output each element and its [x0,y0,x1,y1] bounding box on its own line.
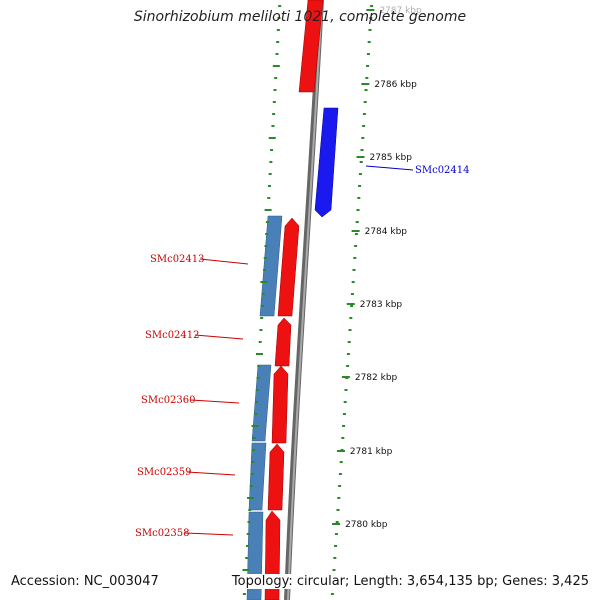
scale-label: 2787 kbp [379,6,422,16]
cds-smc02360[interactable] [271,365,289,444]
gene-bar-smc02359[interactable] [248,442,267,511]
scale-label: 2784 kbp [365,227,408,237]
gene-label-smc02413[interactable]: SMc02413 [150,254,205,265]
accession-text: Accession: NC_003047 [9,574,161,589]
scale-label: 2783 kbp [360,300,403,310]
cds-smc02413[interactable] [277,217,300,317]
gene-bar-smc02360[interactable] [251,364,272,442]
topology-text: Topology: circular; Length: 3,654,135 bp… [229,574,591,589]
gene-label-smc02414[interactable]: SMc02414 [415,165,470,176]
gene-label-smc02359[interactable]: SMc02359 [137,467,192,478]
page-title: Sinorhizobium meliloti 1021, complete ge… [133,9,467,25]
scale-label: 2785 kbp [370,153,413,163]
gene-label-smc02360[interactable]: SMc02360 [141,395,196,406]
gene-label-smc02358[interactable]: SMc02358 [135,528,190,539]
scale-label: 2781 kbp [350,447,393,457]
gene-bar-smc02413[interactable] [259,215,283,317]
scale-label: 2780 kbp [345,520,388,530]
cds-top[interactable] [298,0,324,93]
scale-ticks-left [242,5,282,595]
scale-label: 2786 kbp [374,80,417,90]
scale-labels: 2787 kbp 2786 kbp 2785 kbp 2784 kbp 2783 kbp… [332,6,422,530]
cds-smc02412[interactable] [274,317,292,367]
cds-smc02359[interactable] [267,443,285,511]
cds-smc02414[interactable] [314,107,339,218]
scale-label: 2782 kbp [355,373,398,383]
gene-label-smc02412[interactable]: SMc02412 [145,330,200,341]
